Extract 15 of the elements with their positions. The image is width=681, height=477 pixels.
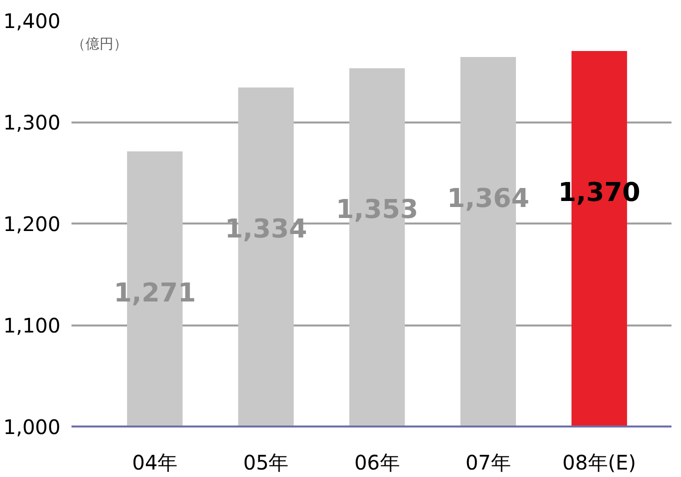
y-tick-label: 1,200 [3, 212, 61, 236]
x-tick-label: 04年 [132, 450, 178, 474]
x-tick-label: 05年 [243, 450, 289, 474]
y-tick-label: 1,400 [3, 9, 61, 33]
data-label: 1,334 [224, 214, 308, 244]
y-axis-title: （億円） [72, 36, 128, 52]
x-tick-label: 06年 [354, 450, 400, 474]
y-tick-label: 1,100 [3, 314, 61, 338]
y-tick-label: 1,300 [3, 110, 61, 134]
data-label: 1,364 [447, 184, 530, 214]
x-tick-label: 07年 [465, 450, 511, 474]
data-label: 1,353 [336, 195, 418, 226]
y-tick-label: 1,000 [3, 415, 61, 439]
data-label: 1,271 [114, 278, 196, 308]
x-tick-label: 08年(E) [562, 450, 636, 474]
